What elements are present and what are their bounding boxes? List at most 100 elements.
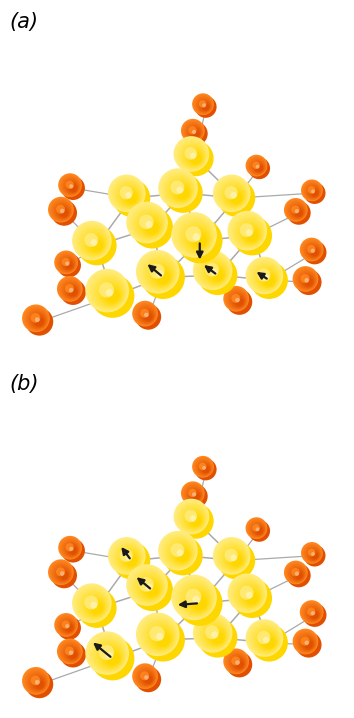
Circle shape: [64, 541, 79, 557]
Circle shape: [172, 545, 191, 564]
Circle shape: [50, 561, 73, 584]
Circle shape: [64, 283, 79, 299]
Circle shape: [57, 276, 83, 302]
Circle shape: [235, 298, 243, 306]
Circle shape: [177, 580, 214, 617]
Circle shape: [166, 538, 194, 567]
Circle shape: [301, 637, 314, 651]
Circle shape: [248, 157, 266, 175]
Circle shape: [220, 544, 247, 571]
Circle shape: [306, 607, 320, 621]
Circle shape: [135, 210, 164, 239]
Circle shape: [55, 251, 78, 274]
Circle shape: [67, 182, 78, 193]
Circle shape: [229, 213, 266, 250]
Circle shape: [65, 284, 79, 298]
Circle shape: [182, 144, 205, 168]
Circle shape: [88, 236, 104, 253]
Circle shape: [133, 664, 158, 689]
Circle shape: [195, 96, 213, 114]
Circle shape: [185, 123, 202, 140]
Circle shape: [232, 294, 245, 308]
Circle shape: [24, 307, 49, 331]
Circle shape: [307, 607, 320, 620]
Circle shape: [189, 593, 208, 612]
Circle shape: [295, 268, 318, 291]
Circle shape: [149, 264, 165, 279]
Circle shape: [118, 548, 141, 570]
Circle shape: [85, 233, 106, 254]
Circle shape: [138, 252, 179, 293]
Circle shape: [177, 580, 223, 626]
Circle shape: [51, 563, 77, 588]
Circle shape: [166, 176, 194, 204]
Circle shape: [245, 228, 259, 243]
Circle shape: [288, 202, 306, 220]
Circle shape: [48, 559, 74, 585]
Circle shape: [209, 266, 225, 283]
Circle shape: [220, 182, 247, 209]
Circle shape: [255, 266, 279, 290]
Circle shape: [51, 562, 72, 584]
Circle shape: [59, 208, 68, 218]
Circle shape: [31, 676, 46, 691]
Circle shape: [34, 317, 44, 327]
Circle shape: [60, 209, 68, 217]
Circle shape: [35, 317, 44, 326]
Circle shape: [58, 173, 82, 197]
Circle shape: [211, 631, 218, 638]
Circle shape: [126, 555, 137, 567]
Circle shape: [91, 274, 135, 318]
Circle shape: [97, 281, 123, 307]
Circle shape: [28, 673, 47, 692]
Circle shape: [290, 204, 305, 219]
Circle shape: [22, 304, 50, 332]
Circle shape: [235, 582, 263, 610]
Text: (a): (a): [10, 12, 39, 32]
Circle shape: [48, 197, 74, 223]
Circle shape: [62, 643, 80, 662]
Circle shape: [246, 518, 267, 538]
Circle shape: [58, 617, 76, 635]
Circle shape: [54, 251, 78, 274]
Circle shape: [83, 595, 107, 617]
Circle shape: [59, 255, 76, 272]
Circle shape: [62, 620, 70, 629]
Circle shape: [181, 118, 205, 143]
Circle shape: [311, 612, 318, 619]
Circle shape: [141, 617, 177, 653]
Circle shape: [64, 260, 74, 270]
Circle shape: [132, 663, 158, 689]
Circle shape: [186, 227, 210, 251]
Circle shape: [193, 251, 233, 290]
Circle shape: [198, 617, 230, 651]
Circle shape: [68, 287, 78, 297]
Circle shape: [136, 212, 163, 238]
Circle shape: [167, 178, 193, 203]
Circle shape: [201, 103, 209, 111]
Circle shape: [97, 643, 123, 669]
Circle shape: [300, 274, 315, 289]
Circle shape: [231, 294, 240, 303]
Circle shape: [263, 637, 275, 648]
Circle shape: [295, 630, 318, 653]
Circle shape: [262, 635, 275, 649]
Circle shape: [59, 537, 81, 559]
Circle shape: [199, 100, 206, 108]
Circle shape: [136, 304, 161, 330]
Circle shape: [284, 561, 308, 584]
Circle shape: [241, 225, 261, 244]
Circle shape: [207, 265, 226, 284]
Circle shape: [143, 620, 176, 653]
Circle shape: [89, 600, 103, 615]
Circle shape: [302, 275, 314, 287]
Circle shape: [198, 256, 238, 295]
Circle shape: [241, 587, 261, 607]
Circle shape: [294, 208, 303, 217]
Circle shape: [163, 536, 195, 568]
Circle shape: [251, 160, 265, 174]
Circle shape: [69, 288, 73, 292]
Circle shape: [144, 220, 159, 235]
Circle shape: [62, 258, 70, 266]
Circle shape: [176, 185, 190, 200]
